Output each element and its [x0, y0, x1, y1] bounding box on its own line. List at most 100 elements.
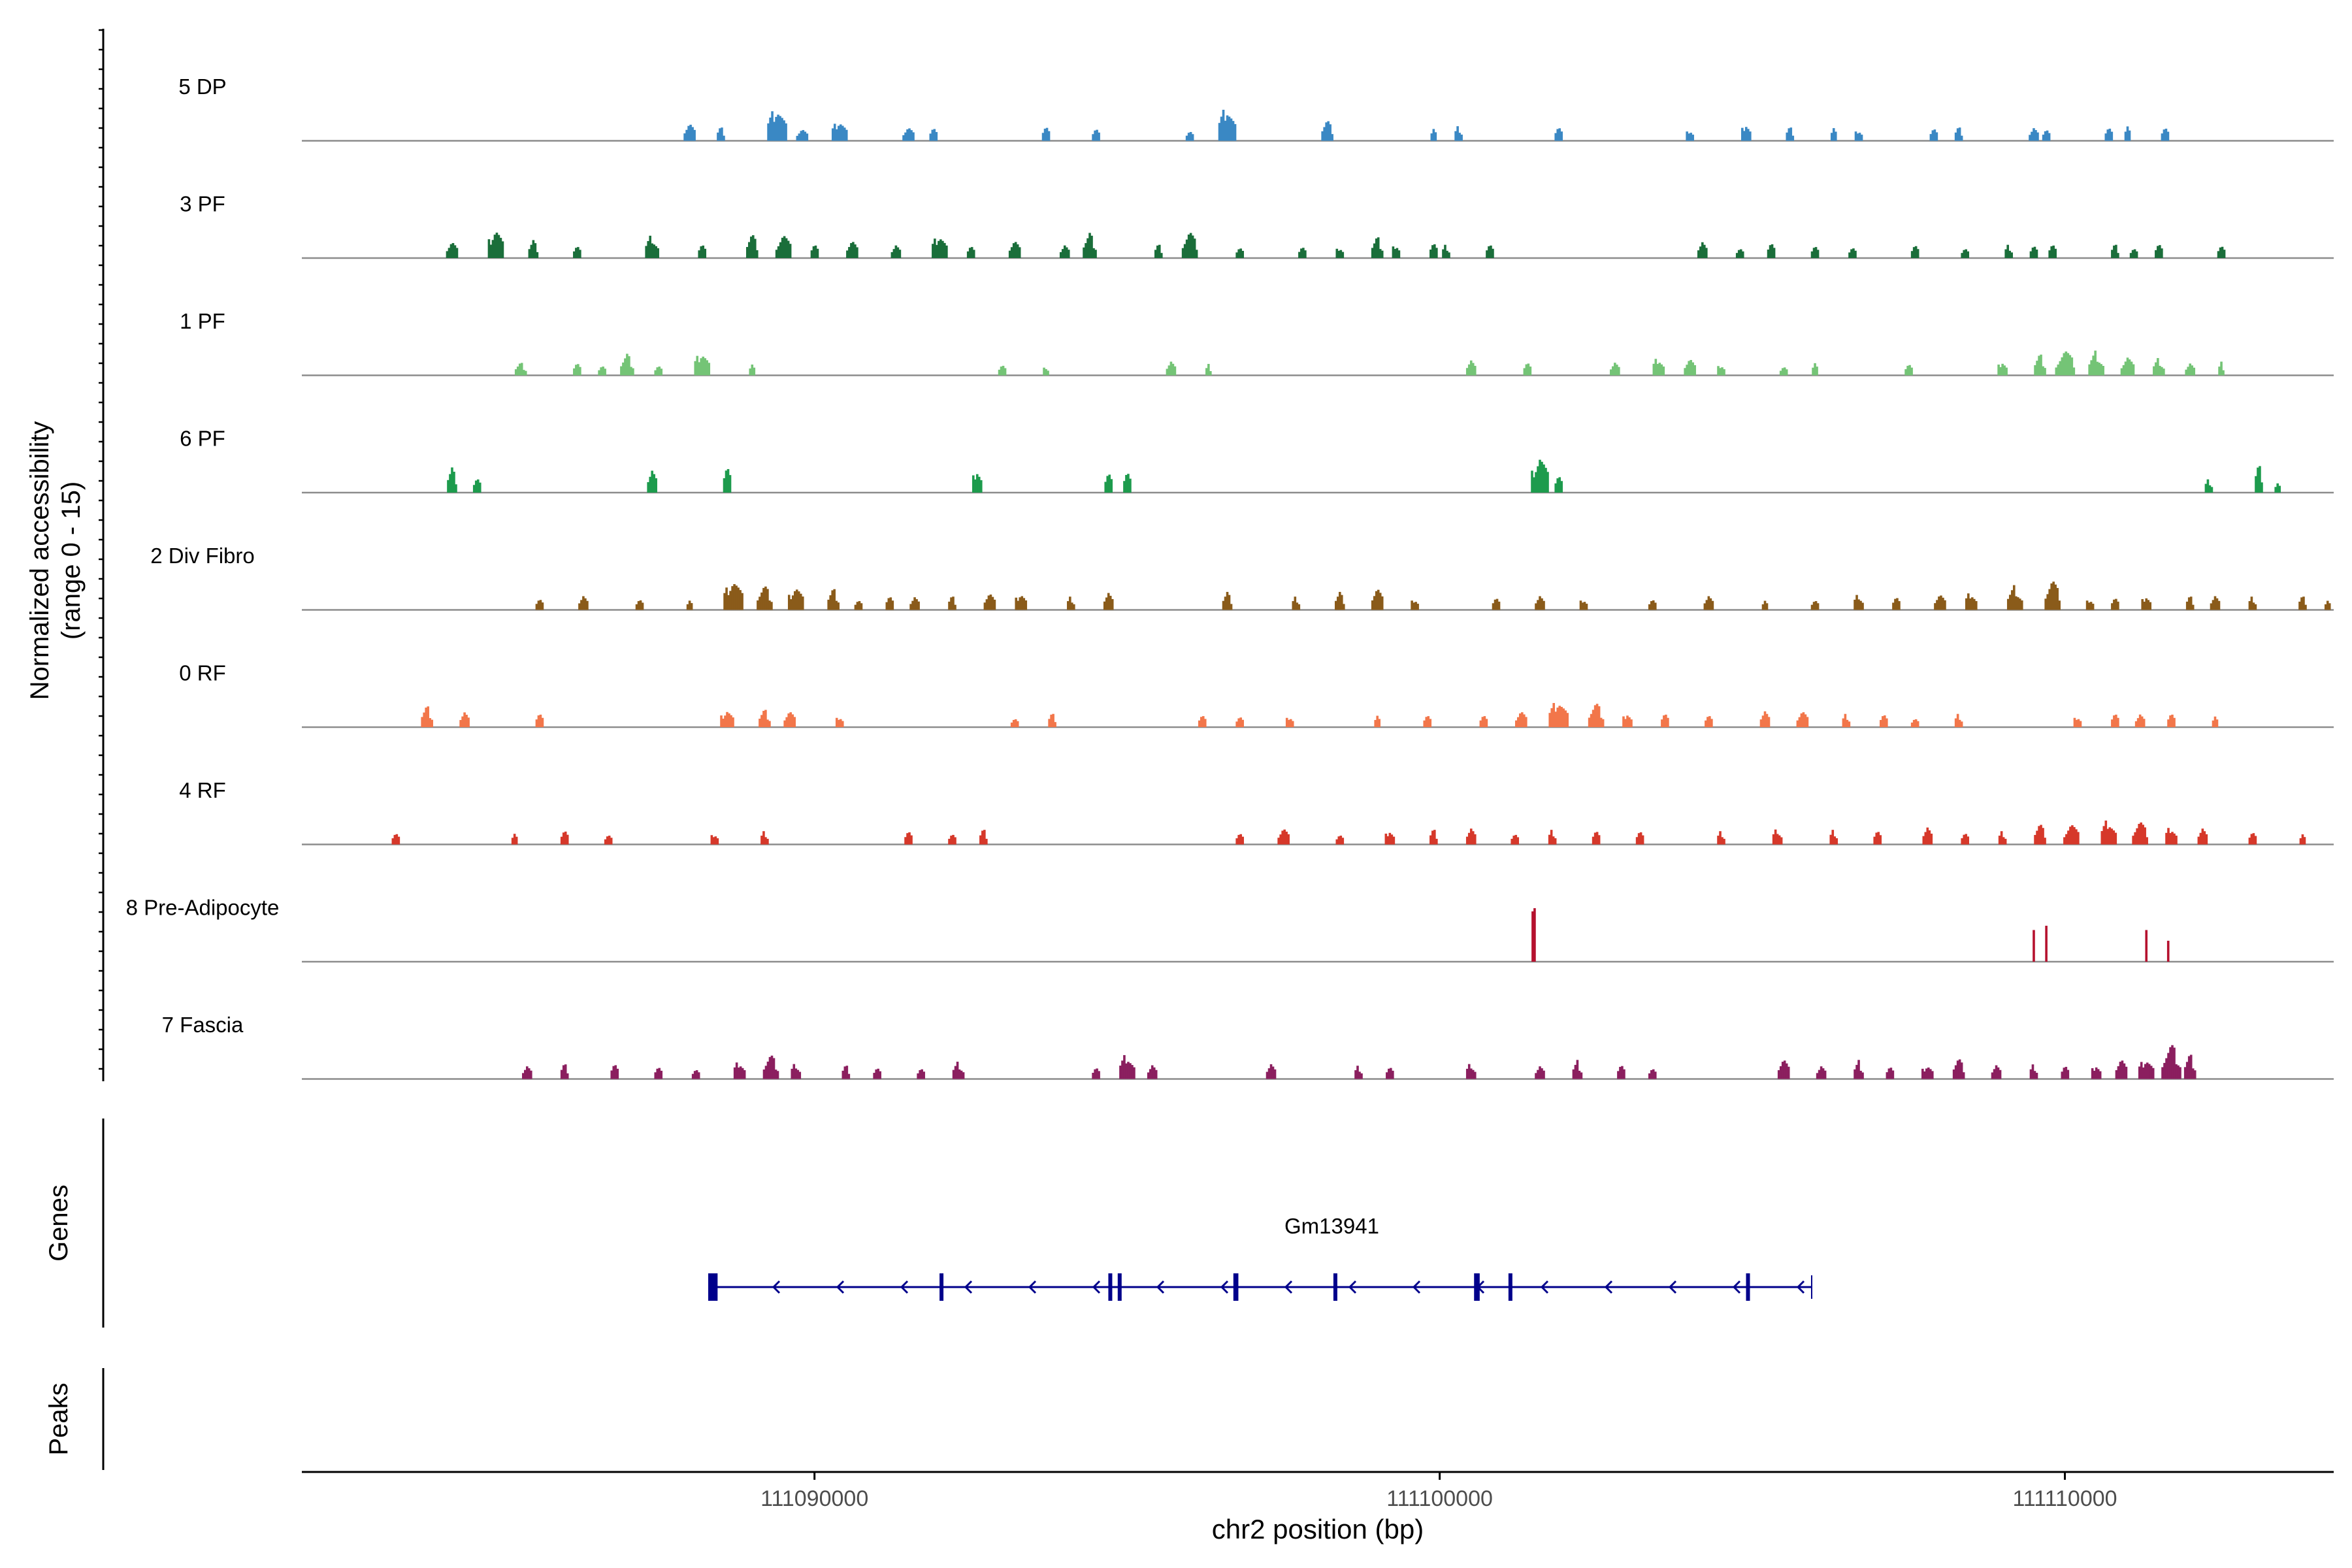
- coverage-bar: [647, 240, 649, 258]
- coverage-bar: [1497, 601, 1501, 610]
- coverage-bar: [789, 244, 792, 258]
- coverage-bar: [1371, 600, 1374, 610]
- coverage-bar: [1226, 115, 1229, 141]
- coverage-bar: [1434, 132, 1437, 141]
- coverage-bar: [787, 240, 790, 258]
- coverage-bar: [2185, 601, 2189, 610]
- coverage-bar: [760, 592, 763, 610]
- coverage-bar: [1521, 712, 1524, 727]
- coverage-peak: [979, 830, 988, 845]
- coverage-bar: [1109, 595, 1112, 610]
- strand-arrow: [1668, 1280, 1677, 1294]
- coverage-peak: [2298, 596, 2307, 610]
- coverage-bar: [1281, 830, 1284, 845]
- coverage-bar: [1222, 110, 1225, 141]
- coverage-bar: [1781, 1062, 1784, 1079]
- coverage-bar: [1523, 714, 1526, 727]
- coverage-peak: [1523, 363, 1532, 376]
- coverage-peak: [948, 596, 956, 610]
- coverage-bar: [1818, 1070, 1821, 1079]
- coverage-peak: [620, 353, 634, 376]
- coverage-bar: [1928, 830, 1931, 845]
- coverage-bar: [802, 130, 805, 141]
- coverage-peak: [521, 1066, 532, 1079]
- coverage-bar: [1392, 246, 1395, 258]
- coverage-bar: [1523, 368, 1526, 376]
- coverage-bar: [877, 1068, 879, 1079]
- coverage-bar: [1119, 1066, 1122, 1079]
- coverage-peak: [1235, 717, 1244, 727]
- coverage-bar: [2050, 246, 2053, 258]
- coverage-bar: [2042, 366, 2044, 376]
- coverage-bar: [493, 235, 497, 258]
- coverage-peak: [2044, 581, 2061, 610]
- coverage-bar: [1043, 128, 1047, 141]
- track-label: 7 Fascia: [162, 1013, 244, 1037]
- coverage-bar: [516, 367, 519, 376]
- coverage-bar: [1599, 717, 1603, 727]
- coverage-peak: [710, 835, 719, 845]
- coverage-peak: [511, 834, 518, 845]
- coverage-bar: [693, 129, 696, 141]
- coverage-bar: [702, 356, 705, 376]
- coverage-peak: [2085, 600, 2095, 610]
- coverage-bar: [1092, 1073, 1094, 1079]
- coverage-bar: [777, 114, 779, 141]
- coverage-bar: [2104, 820, 2108, 845]
- coverage-peak: [952, 1062, 965, 1079]
- coverage-bar: [757, 600, 759, 610]
- coverage-peak: [1904, 365, 1913, 376]
- coverage-bar: [1554, 838, 1557, 845]
- coverage-bar: [714, 836, 717, 845]
- coverage-bar: [1610, 369, 1612, 376]
- coverage-peak: [560, 831, 569, 845]
- coverage-bar: [1067, 601, 1070, 610]
- coverage-peak: [2055, 351, 2076, 376]
- coverage-bar: [657, 248, 659, 258]
- coverage-bar: [622, 362, 625, 376]
- coverage-bar: [1048, 719, 1051, 727]
- coverage-bar: [1541, 1068, 1543, 1079]
- coverage-bar: [1812, 367, 1814, 376]
- coverage-bar: [835, 129, 838, 141]
- coverage-peak: [2210, 596, 2221, 610]
- coverage-bar: [2096, 361, 2099, 376]
- coverage-peak: [2034, 825, 2046, 845]
- coverage-peak: [2033, 930, 2035, 962]
- coverage-bar: [787, 595, 791, 610]
- coverage-bar: [791, 714, 794, 727]
- coverage-bar: [1073, 604, 1075, 610]
- coverage-peak: [2212, 716, 2219, 727]
- coverage-bar: [1558, 706, 1561, 727]
- coverage-bar: [1889, 1068, 1893, 1079]
- coverage-bar: [2111, 603, 2114, 610]
- coverage-bar: [1688, 133, 1690, 141]
- coverage-bar: [1129, 478, 1132, 493]
- coverage-bar: [616, 1068, 619, 1079]
- coverage-peak: [745, 235, 759, 258]
- coverage-bar: [2252, 833, 2255, 845]
- coverage-peak: [1492, 598, 1501, 610]
- coverage-bar: [1940, 595, 1942, 610]
- strand-arrow: [1412, 1280, 1421, 1294]
- coverage-bar: [1485, 719, 1488, 727]
- coverage-bar: [1325, 122, 1328, 141]
- coverage-bar: [938, 240, 940, 258]
- coverage-peak: [1816, 1066, 1827, 1079]
- coverage-bar: [2218, 367, 2221, 376]
- coverage-bar: [1133, 1067, 1135, 1079]
- coverage-bar: [775, 116, 777, 141]
- coverage-bar: [739, 1066, 742, 1079]
- coverage-bar: [759, 719, 761, 727]
- coverage-bar: [2054, 248, 2057, 258]
- coverage-bar: [985, 838, 988, 845]
- strand-arrow: [1156, 1280, 1165, 1294]
- coverage-bar: [1047, 131, 1051, 141]
- coverage-bar: [2073, 717, 2076, 727]
- coverage-bar: [1017, 600, 1020, 610]
- coverage-bar: [2210, 487, 2213, 493]
- coverage-bar: [2115, 1070, 2118, 1079]
- coverage-bar: [1329, 124, 1331, 141]
- coverage-bar: [1931, 130, 1935, 141]
- coverage-bar: [912, 132, 915, 141]
